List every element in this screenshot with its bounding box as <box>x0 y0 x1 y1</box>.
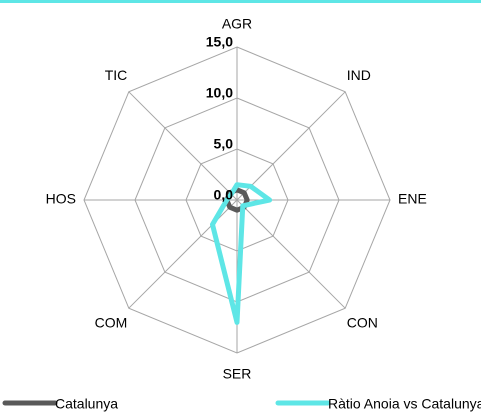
legend-label: Catalunya <box>55 396 118 412</box>
spoke <box>236 199 346 309</box>
category-label: CON <box>347 314 378 330</box>
r-tick-label: 0,0 <box>214 187 234 203</box>
category-label: ENE <box>398 191 427 207</box>
category-label: AGR <box>222 16 252 32</box>
series-line <box>209 182 273 325</box>
r-tick-label: 15,0 <box>206 34 233 50</box>
r-tick-label: 10,0 <box>206 85 233 101</box>
r-tick-label: 5,0 <box>214 136 234 152</box>
category-label: SER <box>223 366 252 382</box>
top-strip <box>0 0 481 3</box>
category-label: COM <box>95 314 128 330</box>
spoke <box>128 91 238 201</box>
category-label: IND <box>347 67 371 83</box>
spoke <box>236 91 346 201</box>
category-label: TIC <box>105 67 128 83</box>
legend-label: Ràtio Anoia vs Catalunya <box>328 396 481 412</box>
category-label: HOS <box>46 191 76 207</box>
